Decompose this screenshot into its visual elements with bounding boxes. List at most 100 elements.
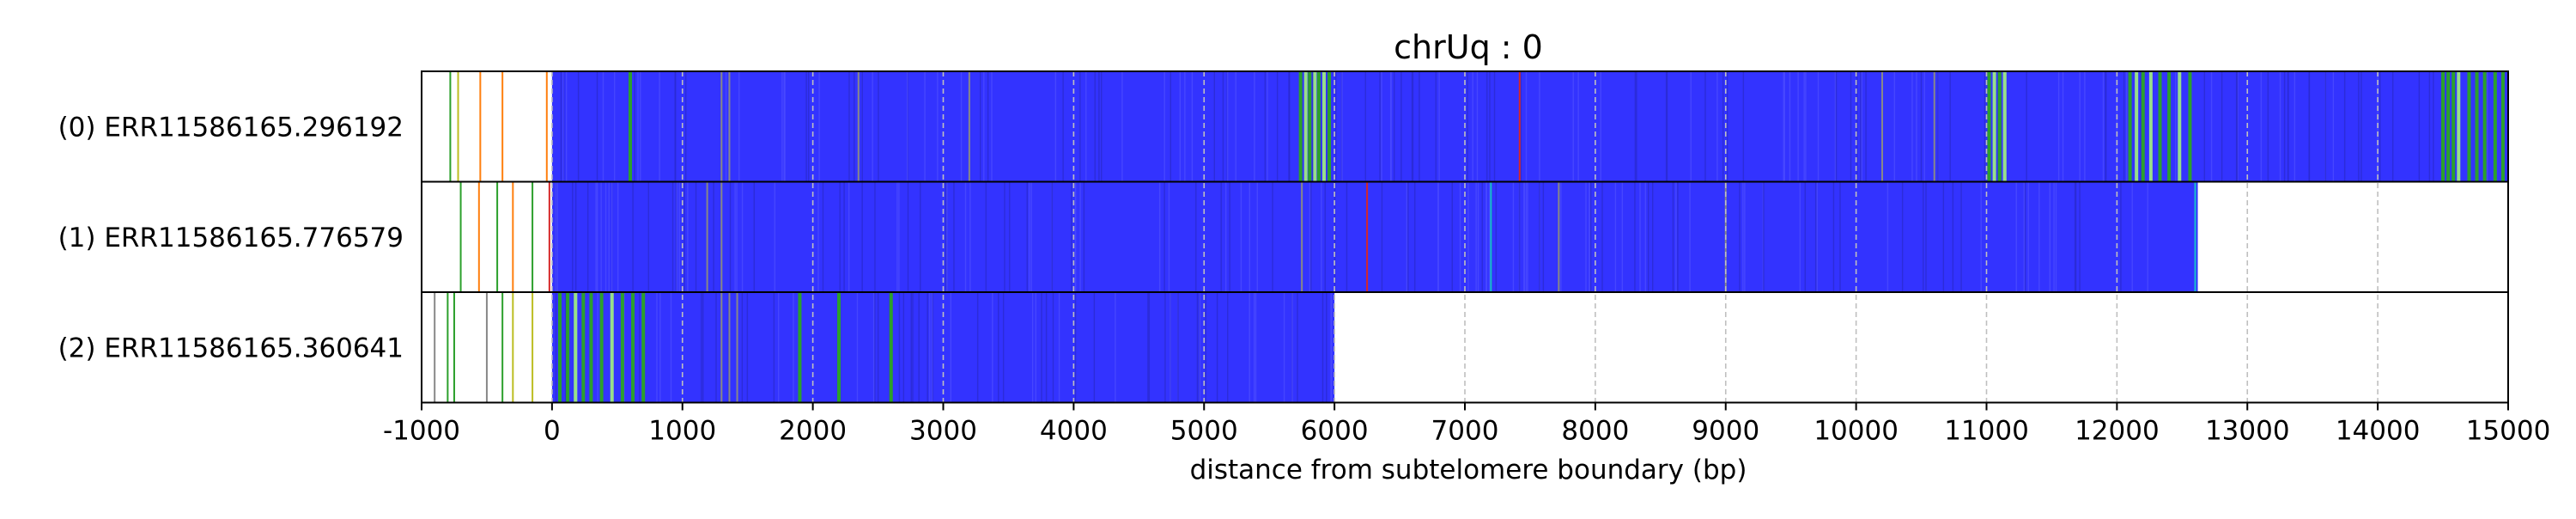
variant-mark: [2475, 71, 2479, 182]
read-row-0: [449, 71, 2508, 182]
variant-mark: [728, 292, 731, 403]
repeat-texture-line: [608, 181, 610, 292]
repeat-texture-line: [1689, 181, 1691, 292]
repeat-texture-line: [839, 181, 841, 292]
repeat-texture-line: [605, 181, 607, 292]
repeat-texture-line: [560, 71, 562, 182]
repeat-texture-line: [1459, 181, 1461, 292]
repeat-texture-line: [898, 181, 900, 292]
x-tick-label: 1000: [648, 416, 716, 447]
variant-mark: [2135, 71, 2139, 182]
x-tick-label: 8000: [1561, 416, 1629, 447]
variant-mark: [2158, 71, 2162, 182]
repeat-texture-line: [1031, 292, 1034, 403]
repeat-texture-line: [1672, 181, 1674, 292]
repeat-texture-line: [1925, 181, 1927, 292]
repeat-texture-line: [1254, 292, 1255, 403]
repeat-texture-line: [1634, 181, 1636, 292]
repeat-texture-line: [1158, 181, 1161, 292]
repeat-texture-line: [1589, 181, 1592, 292]
repeat-texture-line: [1177, 292, 1179, 403]
repeat-texture-line: [1009, 181, 1011, 292]
read-rows: (0) ERR11586165.296192 (1) ERR11586165.77…: [58, 71, 2508, 403]
repeat-texture-line: [2027, 181, 2029, 292]
repeat-texture-line: [2428, 71, 2431, 182]
repeat-texture-line: [1636, 71, 1637, 182]
repeat-texture-line: [647, 181, 649, 292]
repeat-texture-line: [1477, 181, 1479, 292]
repeat-texture-line: [659, 292, 661, 403]
x-tick-label: 6000: [1301, 416, 1369, 447]
repeat-texture-line: [1942, 181, 1945, 292]
repeat-texture-line: [2392, 71, 2394, 182]
repeat-texture-line: [912, 292, 914, 403]
repeat-texture-line: [1451, 181, 1453, 292]
repeat-texture-line: [1326, 292, 1327, 403]
repeat-texture-line: [1437, 181, 1439, 292]
repeat-texture-line: [2279, 71, 2281, 182]
repeat-texture-line: [576, 292, 579, 403]
repeat-texture-line: [701, 292, 702, 403]
repeat-texture-line: [773, 292, 775, 403]
variant-mark: [720, 181, 723, 292]
repeat-texture-line: [2379, 71, 2381, 182]
repeat-texture-line: [577, 71, 580, 182]
x-axis-ticks: -1000 0 1000 2000 3000 4000 5000 6000 7000 8000 90…: [383, 70, 2550, 447]
repeat-texture-line: [807, 71, 810, 182]
variant-mark: [2167, 71, 2172, 182]
variant-mark: [2457, 71, 2461, 182]
repeat-texture-line: [1489, 71, 1491, 182]
repeat-texture-line: [562, 71, 564, 182]
x-tick-label: 9000: [1692, 416, 1759, 447]
repeat-texture-line: [777, 292, 780, 403]
repeat-texture-line: [1789, 71, 1791, 182]
repeat-texture-line: [2287, 71, 2289, 182]
repeat-texture-line: [1525, 71, 1528, 182]
x-axis-label: distance from subtelomere boundary (bp): [1190, 455, 1747, 485]
repeat-texture-line: [1052, 292, 1054, 403]
repeat-texture-line: [2236, 71, 2239, 182]
variant-mark: [889, 292, 893, 403]
repeat-texture-line: [861, 71, 863, 182]
repeat-texture-line: [1949, 71, 1951, 182]
repeat-texture-line: [1886, 181, 1889, 292]
variant-mark: [2128, 71, 2132, 182]
variant-mark: [479, 71, 482, 182]
x-tick-label: 7000: [1431, 416, 1499, 447]
variant-mark: [574, 292, 578, 403]
repeat-texture-line: [623, 292, 625, 403]
chart-title: chrUq : 0: [1394, 28, 1543, 66]
repeat-texture-line: [1054, 71, 1057, 182]
repeat-texture-line: [2123, 71, 2125, 182]
read-label: (0) ERR11586165.296192: [58, 112, 404, 143]
variant-mark: [1518, 71, 1521, 182]
variant-mark: [620, 292, 624, 403]
variant-mark: [798, 292, 802, 403]
repeat-texture-line: [1205, 292, 1206, 403]
x-tick-label: 11000: [1944, 416, 2029, 447]
grid-lines: [551, 71, 2379, 403]
repeat-texture-line: [2175, 71, 2177, 182]
repeat-texture-line: [586, 181, 589, 292]
variant-mark: [512, 292, 514, 403]
repeat-texture-line: [2260, 71, 2263, 182]
variant-mark: [2451, 71, 2456, 182]
repeat-texture-line: [1518, 181, 1521, 292]
repeat-texture-line: [1235, 71, 1236, 182]
repeat-texture-line: [1341, 71, 1343, 182]
repeat-texture-line: [1364, 71, 1366, 182]
repeat-texture-line: [2343, 71, 2346, 182]
repeat-texture-line: [1170, 71, 1171, 182]
repeat-texture-line: [1488, 181, 1491, 292]
repeat-texture-line: [1164, 292, 1166, 403]
repeat-texture-line: [805, 71, 807, 182]
repeat-texture-line: [2053, 181, 2055, 292]
repeat-texture-line: [632, 181, 634, 292]
repeat-texture-line: [2002, 71, 2004, 182]
variant-mark: [581, 292, 586, 403]
repeat-texture-line: [729, 181, 732, 292]
variant-mark: [720, 292, 723, 403]
repeat-texture-line: [2418, 71, 2421, 182]
repeat-texture-line: [2131, 181, 2133, 292]
repeat-texture-line: [685, 71, 687, 182]
